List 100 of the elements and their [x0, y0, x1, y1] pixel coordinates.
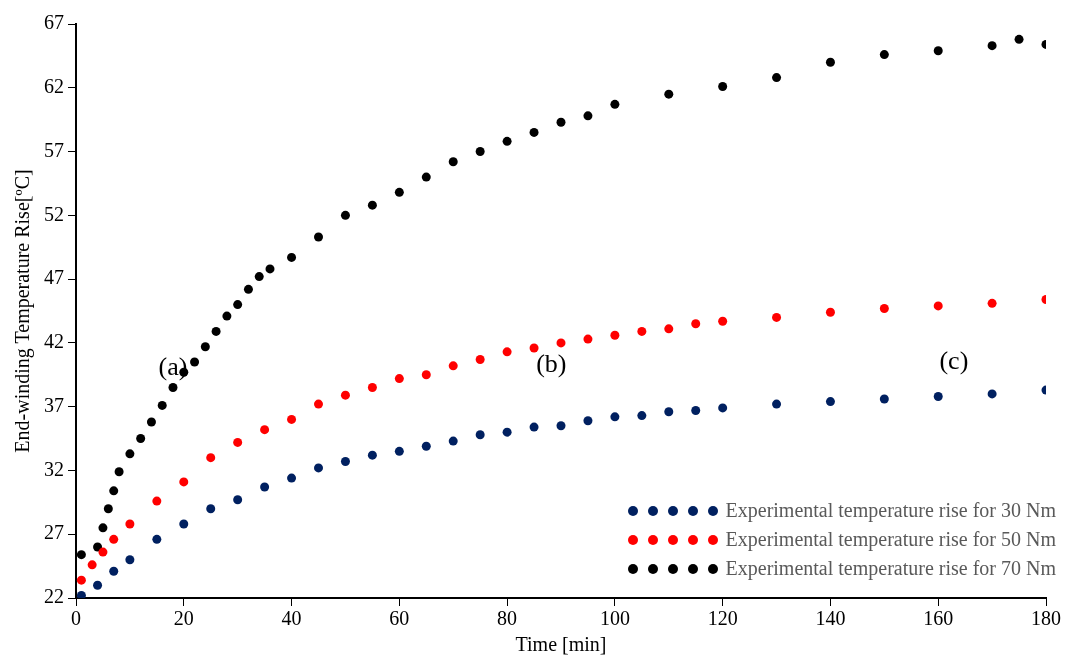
point: [825, 397, 835, 407]
y-tick-label: 32: [44, 457, 64, 480]
point: [109, 566, 119, 576]
point: [109, 486, 119, 496]
point: [718, 316, 728, 326]
point: [211, 326, 221, 336]
point: [152, 534, 162, 544]
point: [314, 463, 323, 473]
point: [340, 210, 350, 220]
point: [76, 575, 86, 585]
point: [152, 496, 162, 506]
point: [583, 416, 593, 426]
y-tick-label: 37: [44, 393, 64, 416]
point: [146, 417, 156, 427]
x-tick-label: 40: [281, 607, 302, 630]
point: [556, 117, 566, 127]
point: [933, 391, 943, 401]
point: [772, 73, 782, 83]
point: [502, 427, 512, 437]
point: [157, 400, 167, 410]
y-tick-label: 27: [44, 521, 64, 544]
point: [448, 157, 458, 167]
point: [933, 301, 943, 311]
point: [502, 136, 512, 146]
point: [664, 407, 674, 417]
point: [475, 430, 485, 440]
point: [76, 590, 86, 598]
x-axis-title: Time [min]: [515, 633, 607, 656]
point: [260, 425, 270, 435]
point: [125, 555, 135, 565]
x-tick-label: 160: [923, 607, 954, 630]
point: [1014, 34, 1024, 44]
point: [287, 252, 297, 262]
x-tick-label: 180: [1031, 607, 1061, 630]
x-tick-label: 0: [71, 607, 81, 630]
legend-label: Experimental temperature rise for 70 Nm: [725, 556, 1056, 582]
x-tick-label: 140: [815, 607, 846, 630]
point: [367, 200, 377, 210]
point: [421, 172, 431, 182]
point: [502, 347, 512, 357]
x-tick-label: 120: [707, 607, 738, 630]
y-tick-label: 42: [44, 330, 64, 353]
point: [448, 436, 458, 446]
point: [367, 383, 377, 393]
point: [933, 46, 943, 56]
point: [529, 343, 539, 353]
point: [103, 504, 113, 514]
point: [260, 482, 270, 492]
point: [664, 89, 674, 99]
point: [76, 550, 86, 560]
point: [340, 457, 350, 467]
point: [529, 127, 539, 137]
point: [254, 272, 264, 282]
point: [772, 312, 782, 322]
point: [222, 311, 232, 321]
point: [421, 441, 431, 451]
point: [233, 495, 243, 505]
point: [190, 357, 200, 367]
point: [233, 300, 243, 310]
point: [987, 389, 997, 399]
point: [825, 57, 835, 67]
point: [691, 319, 701, 329]
point: [179, 477, 189, 487]
y-axis-title: End-winding Temperature Rise[ºC]: [11, 169, 35, 453]
point: [367, 450, 377, 460]
y-tick-label: 67: [44, 11, 64, 34]
point: [98, 547, 108, 557]
point: [637, 326, 647, 336]
legend-label: Experimental temperature rise for 50 Nm: [725, 527, 1056, 553]
point: [448, 361, 458, 371]
point: [93, 580, 103, 590]
point: [125, 519, 135, 529]
point: [637, 411, 647, 421]
point: [394, 374, 404, 384]
point: [98, 523, 108, 533]
point: [718, 403, 728, 413]
point: [879, 303, 889, 313]
x-tick-label: 100: [599, 607, 630, 630]
point: [265, 264, 275, 274]
point: [610, 330, 620, 340]
annotation: (b): [536, 349, 567, 379]
point: [610, 99, 620, 109]
point: [109, 534, 119, 544]
y-tick-label: 57: [44, 138, 64, 161]
point: [475, 147, 485, 157]
point: [987, 41, 997, 51]
point: [394, 187, 404, 197]
point: [718, 82, 728, 91]
y-tick-label: 52: [44, 202, 64, 225]
point: [87, 560, 97, 570]
point: [987, 298, 997, 308]
point: [287, 414, 297, 424]
point: [879, 50, 889, 60]
point: [287, 473, 297, 483]
point: [114, 467, 124, 477]
point: [772, 399, 782, 409]
point: [556, 338, 566, 348]
point: [233, 437, 243, 447]
y-tick-label: 62: [44, 75, 64, 98]
point: [529, 422, 539, 432]
